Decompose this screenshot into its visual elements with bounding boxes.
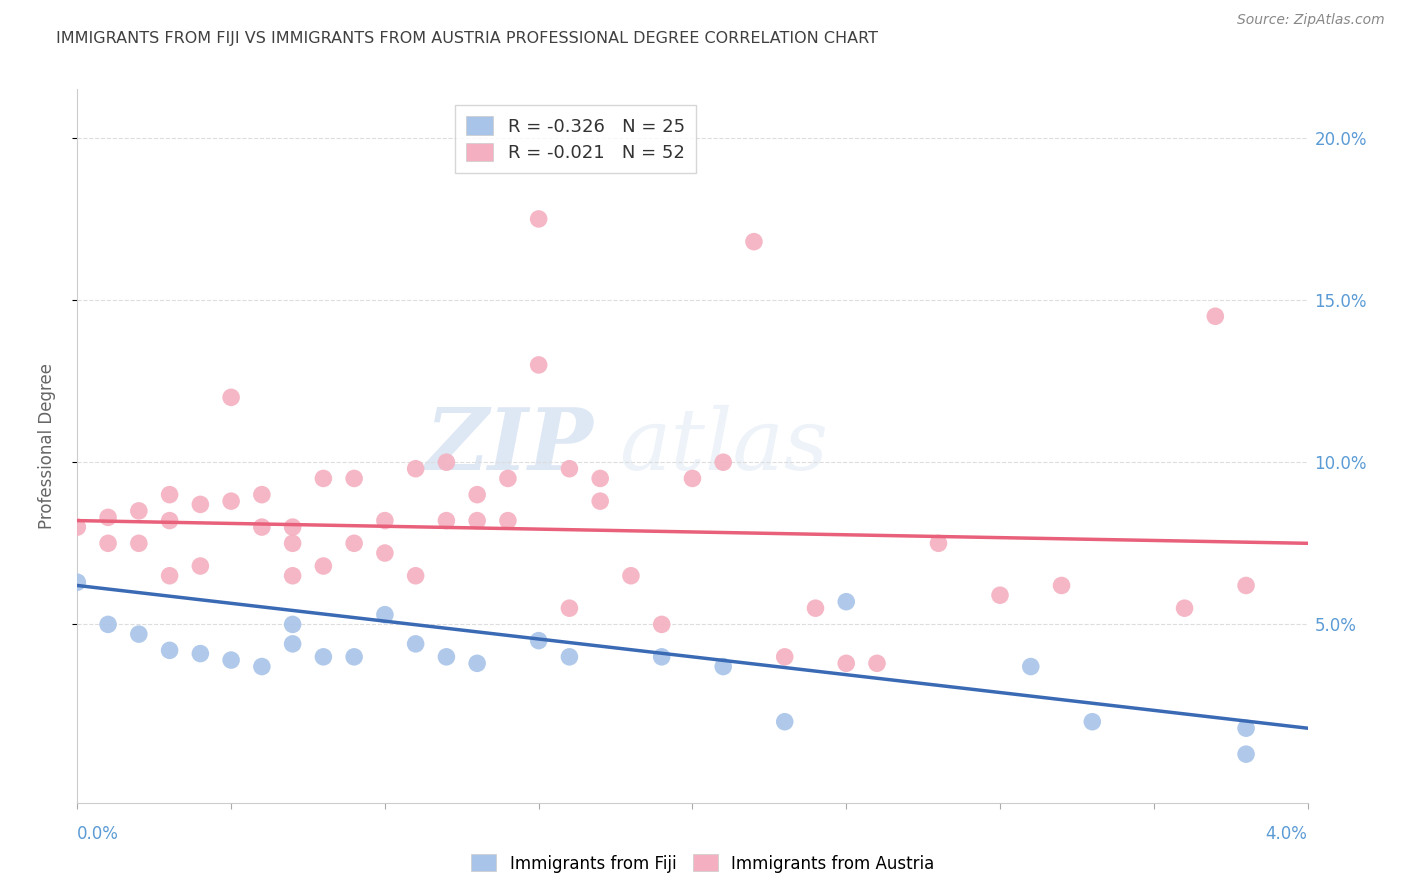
Point: [496, 471, 519, 485]
Point: [620, 568, 643, 582]
Text: 0.0%: 0.0%: [77, 825, 120, 843]
Point: [66, 575, 89, 590]
Legend: R = -0.326   N = 25, R = -0.021   N = 52: R = -0.326 N = 25, R = -0.021 N = 52: [456, 105, 696, 173]
Point: [773, 649, 796, 664]
Point: [711, 659, 734, 673]
Text: IMMIGRANTS FROM FIJI VS IMMIGRANTS FROM AUSTRIA PROFESSIONAL DEGREE CORRELATION : IMMIGRANTS FROM FIJI VS IMMIGRANTS FROM …: [56, 31, 879, 46]
Point: [250, 659, 273, 673]
Point: [312, 559, 335, 574]
Point: [928, 536, 950, 550]
Point: [527, 211, 550, 226]
Point: [343, 536, 366, 550]
Point: [465, 488, 488, 502]
Point: [1204, 310, 1226, 324]
Point: [682, 471, 704, 485]
Point: [436, 455, 458, 469]
Point: [773, 714, 796, 729]
Point: [374, 546, 396, 560]
Point: [159, 488, 181, 502]
Point: [405, 637, 427, 651]
Point: [496, 514, 519, 528]
Point: [1019, 659, 1042, 673]
Point: [97, 536, 120, 550]
Point: [190, 647, 212, 661]
Point: [281, 617, 304, 632]
Point: [66, 520, 89, 534]
Point: [343, 649, 366, 664]
Point: [312, 649, 335, 664]
Y-axis label: Professional Degree: Professional Degree: [38, 363, 56, 529]
Point: [465, 657, 488, 671]
Text: atlas: atlas: [619, 405, 828, 487]
Text: 4.0%: 4.0%: [1265, 825, 1308, 843]
Point: [436, 514, 458, 528]
Point: [97, 510, 120, 524]
Point: [159, 514, 181, 528]
Point: [1234, 721, 1257, 735]
Point: [374, 607, 396, 622]
Point: [405, 568, 427, 582]
Point: [651, 649, 673, 664]
Point: [835, 595, 858, 609]
Point: [835, 657, 858, 671]
Point: [159, 643, 181, 657]
Point: [988, 588, 1011, 602]
Point: [558, 649, 581, 664]
Point: [1234, 747, 1257, 761]
Point: [128, 536, 150, 550]
Point: [804, 601, 827, 615]
Point: [465, 514, 488, 528]
Point: [281, 568, 304, 582]
Point: [128, 627, 150, 641]
Point: [281, 637, 304, 651]
Point: [281, 536, 304, 550]
Point: [558, 461, 581, 475]
Point: [97, 617, 120, 632]
Point: [742, 235, 765, 249]
Point: [436, 649, 458, 664]
Text: Source: ZipAtlas.com: Source: ZipAtlas.com: [1237, 13, 1385, 28]
Point: [159, 568, 181, 582]
Point: [711, 455, 734, 469]
Point: [405, 461, 427, 475]
Point: [312, 471, 335, 485]
Point: [589, 471, 612, 485]
Point: [374, 514, 396, 528]
Point: [589, 494, 612, 508]
Legend: Immigrants from Fiji, Immigrants from Austria: Immigrants from Fiji, Immigrants from Au…: [465, 847, 941, 880]
Point: [190, 559, 212, 574]
Point: [343, 471, 366, 485]
Point: [219, 653, 242, 667]
Point: [527, 633, 550, 648]
Point: [1174, 601, 1197, 615]
Point: [219, 494, 242, 508]
Point: [1234, 578, 1257, 592]
Point: [128, 504, 150, 518]
Point: [250, 488, 273, 502]
Point: [1081, 714, 1104, 729]
Point: [558, 601, 581, 615]
Point: [281, 520, 304, 534]
Point: [651, 617, 673, 632]
Point: [190, 497, 212, 511]
Point: [219, 390, 242, 404]
Text: ZIP: ZIP: [426, 404, 595, 488]
Point: [1050, 578, 1073, 592]
Point: [527, 358, 550, 372]
Point: [866, 657, 889, 671]
Point: [250, 520, 273, 534]
